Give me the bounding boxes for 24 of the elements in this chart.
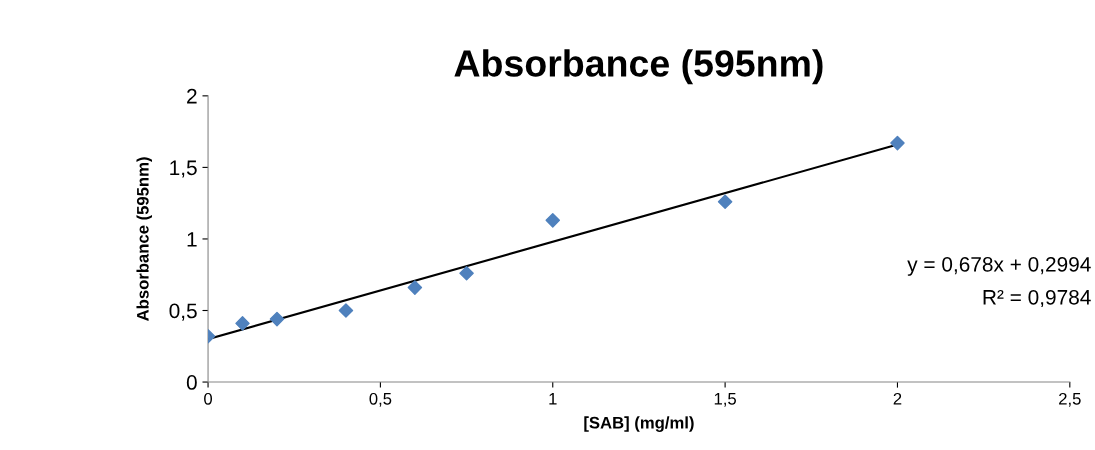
x-tick-label: 0 bbox=[204, 392, 213, 405]
point bbox=[407, 280, 423, 295]
annotation: R² = 0,9784 bbox=[983, 289, 1091, 308]
x-tick-label: 0,5 bbox=[369, 392, 392, 407]
x-tick-label: 1 bbox=[549, 393, 557, 405]
y-tick-label: 0,5 bbox=[169, 303, 197, 321]
point bbox=[269, 311, 285, 327]
chart-title: Absorbance (595nm) bbox=[454, 49, 823, 85]
point bbox=[890, 135, 905, 151]
point bbox=[545, 213, 561, 228]
y-axis-title: Absorbance (595nm) bbox=[136, 157, 153, 321]
y-tick-label: 1 bbox=[187, 232, 197, 247]
y-tick-label: 1,5 bbox=[170, 160, 197, 178]
y-tick-label: 0 bbox=[186, 375, 197, 390]
point bbox=[717, 194, 733, 210]
y-tick-label: 2 bbox=[187, 88, 197, 104]
point bbox=[235, 316, 250, 331]
x-axis-title: [SAB] (mg/ml) bbox=[584, 416, 694, 432]
point bbox=[338, 303, 354, 318]
x-tick-label: 2 bbox=[893, 392, 902, 405]
x-tick-label: 1,5 bbox=[714, 393, 736, 407]
annotation: y = 0,678x + 0,2994 bbox=[907, 256, 1091, 276]
x-tick-label: 2,5 bbox=[1059, 392, 1081, 407]
point bbox=[459, 266, 474, 281]
